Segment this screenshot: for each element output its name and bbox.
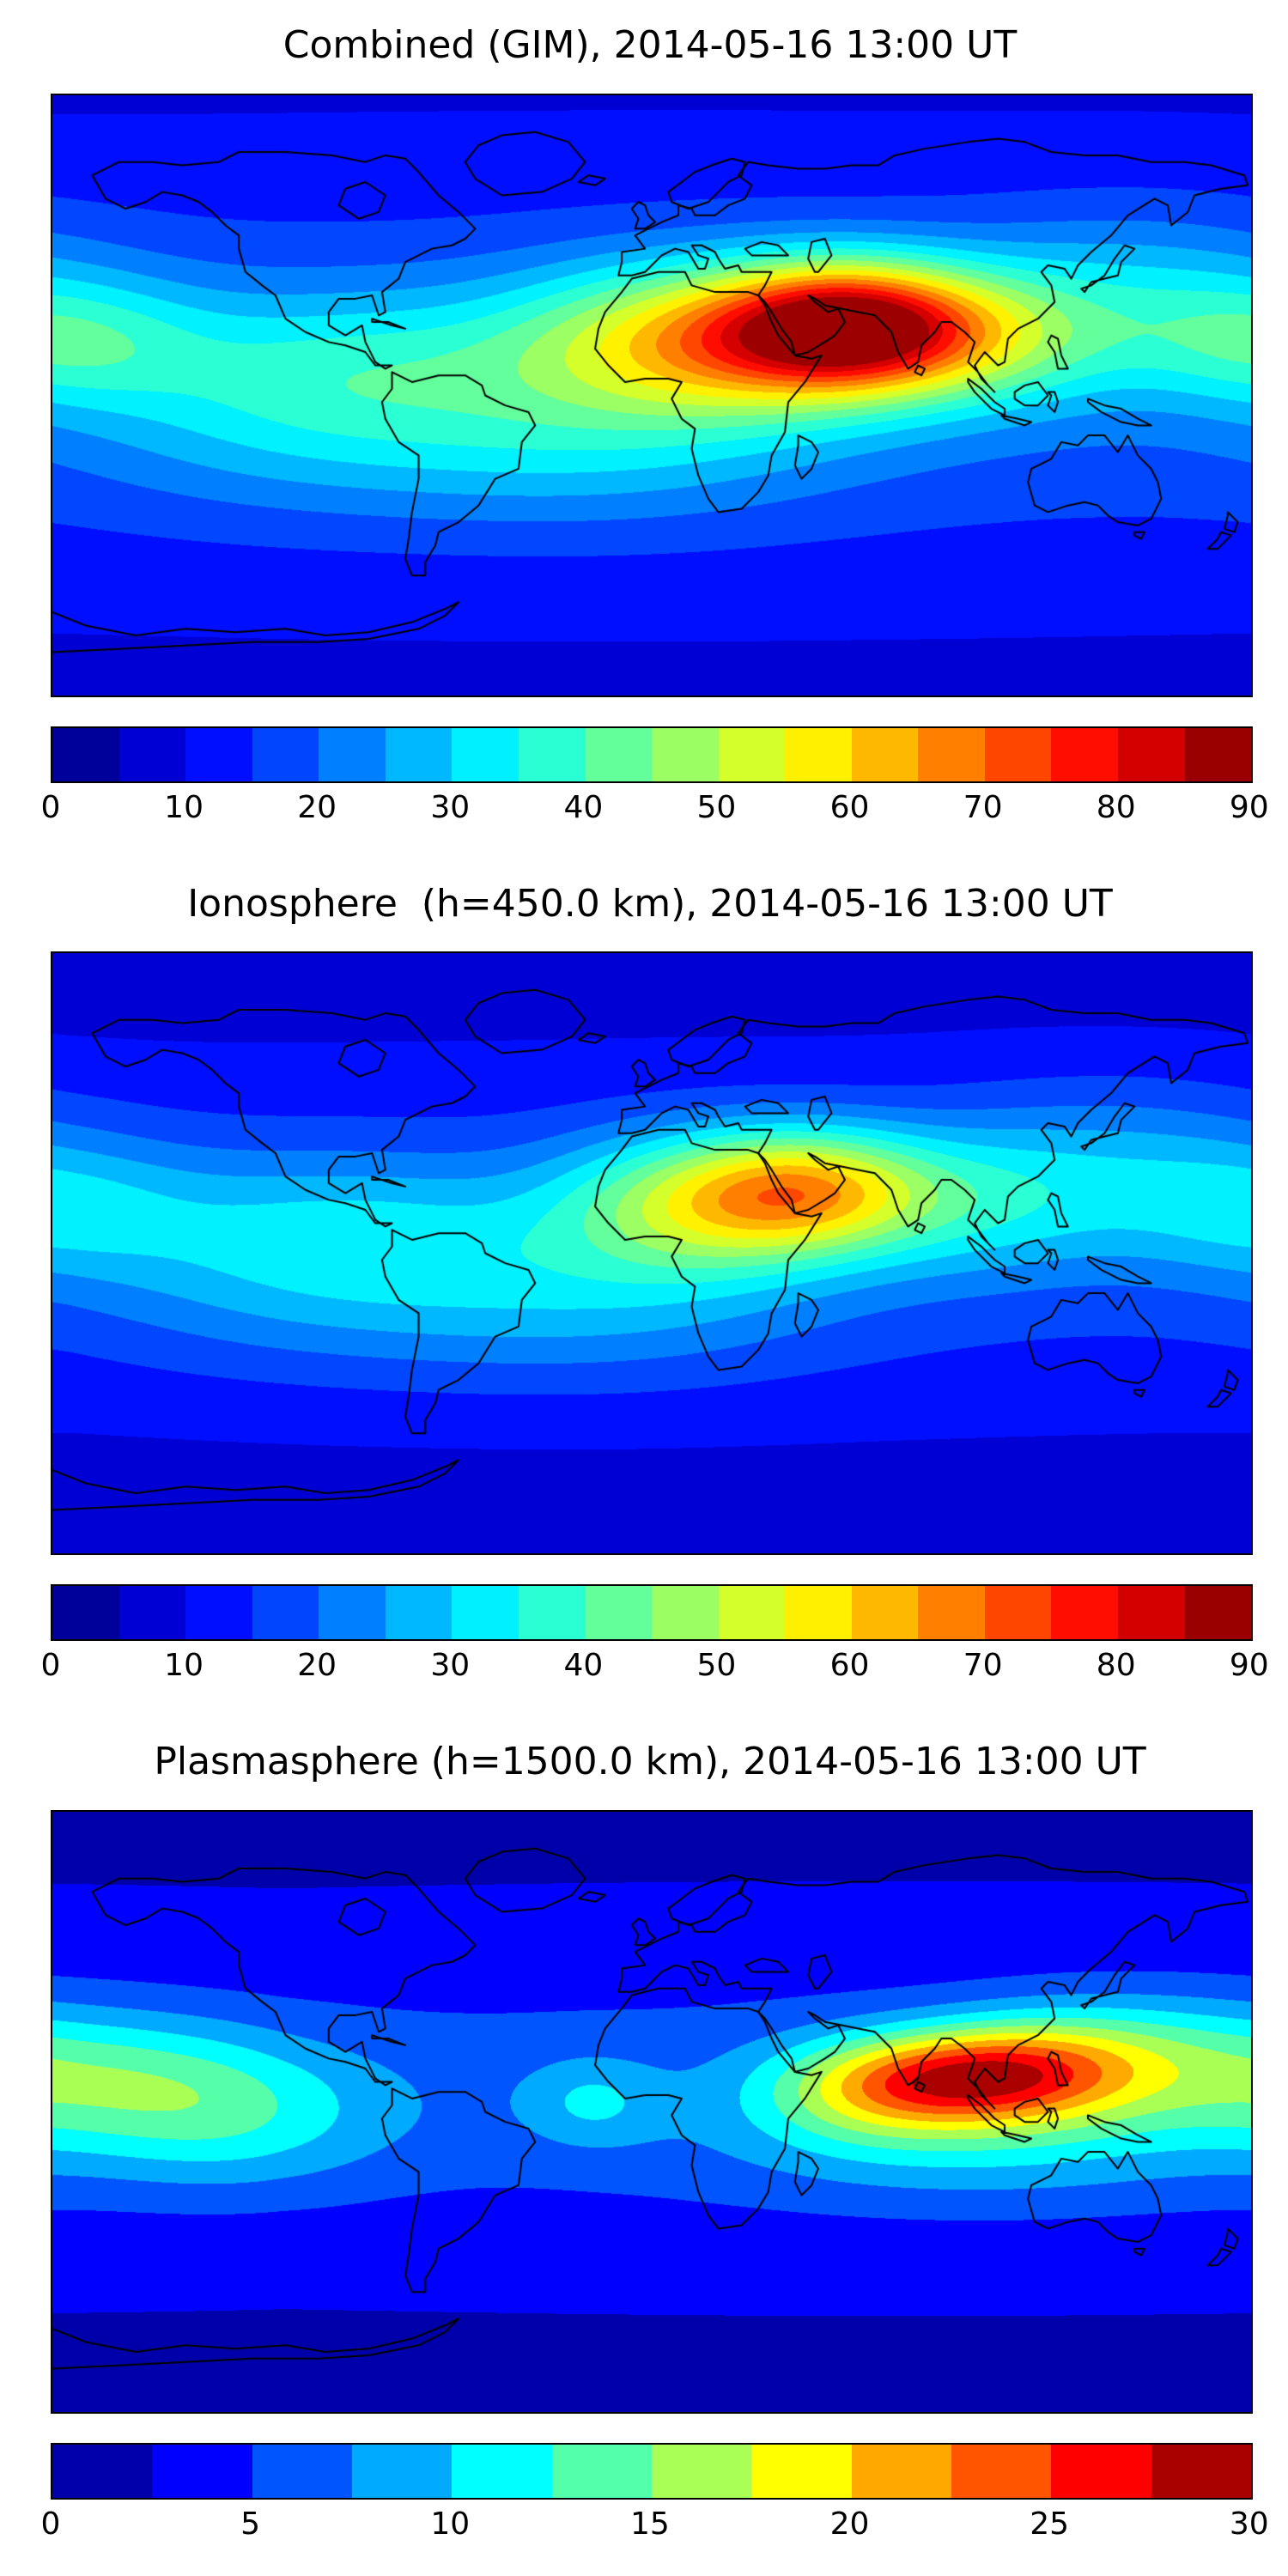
- colorbar-ticks-combined: 0 10 20 30 40 50 60 70 80 90: [41, 789, 1269, 833]
- colorbar-segment: [1184, 1586, 1252, 1640]
- colorbar-tick-label: 70: [963, 1648, 1003, 1684]
- colorbar-segment: [585, 1586, 653, 1640]
- colorbar-segment: [1118, 727, 1185, 781]
- colorbar-tick-label: 0: [40, 2506, 61, 2542]
- colorbar-tick-label: 90: [1229, 1648, 1269, 1684]
- colorbar-segment: [52, 1586, 119, 1640]
- colorbar-segment: [585, 727, 653, 781]
- colorbar-segment: [452, 1586, 519, 1640]
- map-frame-plasmasphere: [51, 1809, 1253, 2414]
- colorbar-ticks-ionosphere: 0 10 20 30 40 50 60 70 80 90: [41, 1648, 1269, 1691]
- colorbar-tick-label: 30: [430, 1648, 471, 1684]
- colorbar-tick-label: 80: [1096, 1648, 1136, 1684]
- colorbar-segment: [785, 727, 852, 781]
- colorbar-segment: [551, 2444, 652, 2498]
- panel-combined: Combined (GIM), 2014-05-16 13:00 UT 0 10 2…: [0, 23, 1288, 833]
- colorbar-segment: [252, 727, 319, 781]
- colorbar-segment: [1184, 727, 1252, 781]
- colorbar-segment: [984, 1586, 1052, 1640]
- colorbar-segment: [452, 727, 519, 781]
- colorbar-segment: [1051, 727, 1118, 781]
- colorbar-segment: [1051, 1586, 1118, 1640]
- colorbar-segment: [851, 2444, 951, 2498]
- panel-title-ionosphere: Ionosphere (h=450.0 km), 2014-05-16 13:0…: [187, 881, 1113, 926]
- colorbar-segment: [851, 727, 919, 781]
- colorbar-segment: [252, 1586, 319, 1640]
- colorbar-tick-label: 30: [1229, 2506, 1269, 2542]
- colorbar-tick-label: 60: [829, 1648, 870, 1684]
- colorbar-segment: [652, 727, 719, 781]
- colorbar-segment: [152, 2444, 252, 2498]
- colorbar-ticks-plasmasphere: 0 5 10 15 20 25 30: [41, 2506, 1269, 2549]
- panel-title-plasmasphere: Plasmasphere (h=1500.0 km), 2014-05-16 1…: [154, 1740, 1146, 1784]
- map-canvas-plasmasphere: [52, 1811, 1251, 2412]
- colorbar-segment: [118, 1586, 186, 1640]
- panel-ionosphere: Ionosphere (h=450.0 km), 2014-05-16 13:0…: [0, 881, 1288, 1692]
- colorbar-tick-label: 80: [1096, 789, 1136, 825]
- colorbar-tick-label: 70: [963, 789, 1003, 825]
- colorbar-tick-label: 40: [563, 789, 604, 825]
- colorbar-tick-label: 40: [563, 1648, 604, 1684]
- colorbar-tick-label: 5: [240, 2506, 261, 2542]
- colorbar-segment: [851, 1586, 919, 1640]
- colorbar-segment: [185, 1586, 252, 1640]
- colorbar-segment: [452, 2444, 552, 2498]
- colorbar-plasmasphere: [51, 2442, 1253, 2500]
- map-canvas-combined: [52, 94, 1251, 696]
- panel-plasmasphere: Plasmasphere (h=1500.0 km), 2014-05-16 1…: [0, 1741, 1288, 2549]
- colorbar-tick-label: 20: [297, 789, 337, 825]
- panel-title-combined: Combined (GIM), 2014-05-16 13:00 UT: [283, 23, 1018, 67]
- map-frame-ionosphere: [51, 951, 1253, 1556]
- colorbar-segment: [718, 1586, 786, 1640]
- colorbar-tick-label: 90: [1229, 789, 1269, 825]
- colorbar-segment: [1118, 1586, 1185, 1640]
- colorbar-segment: [951, 2444, 1052, 2498]
- colorbar-segment: [718, 727, 786, 781]
- colorbar-tick-label: 60: [829, 789, 870, 825]
- colorbar-tick-label: 25: [1030, 2506, 1070, 2542]
- colorbar-segment: [385, 1586, 453, 1640]
- colorbar-segment: [518, 1586, 586, 1640]
- colorbar-tick-label: 0: [40, 789, 61, 825]
- colorbar-tick-label: 10: [430, 2506, 471, 2542]
- colorbar-combined: [51, 726, 1253, 783]
- colorbar-segment: [319, 727, 386, 781]
- colorbar-segment: [252, 2444, 352, 2498]
- colorbar-tick-label: 30: [430, 789, 471, 825]
- colorbar-segment: [984, 727, 1052, 781]
- colorbar-segment: [185, 727, 252, 781]
- colorbar-segment: [52, 2444, 153, 2498]
- colorbar-segment: [385, 727, 453, 781]
- colorbar-segment: [118, 727, 186, 781]
- colorbar-segment: [1151, 2444, 1251, 2498]
- colorbar-segment: [651, 2444, 752, 2498]
- colorbar-segment: [1051, 2444, 1151, 2498]
- colorbar-ionosphere: [51, 1584, 1253, 1642]
- colorbar-segment: [652, 1586, 719, 1640]
- colorbar-tick-label: 50: [696, 1648, 737, 1684]
- colorbar-segment: [518, 727, 586, 781]
- colorbar-tick-label: 0: [40, 1648, 61, 1684]
- colorbar-tick-label: 15: [629, 2506, 670, 2542]
- colorbar-tick-label: 50: [696, 789, 737, 825]
- colorbar-segment: [918, 1586, 985, 1640]
- colorbar-segment: [52, 727, 119, 781]
- colorbar-tick-label: 20: [829, 2506, 870, 2542]
- colorbar-tick-label: 20: [297, 1648, 337, 1684]
- colorbar-segment: [751, 2444, 852, 2498]
- map-canvas-ionosphere: [52, 953, 1251, 1554]
- colorbar-segment: [918, 727, 985, 781]
- colorbar-segment: [351, 2444, 453, 2498]
- colorbar-tick-label: 10: [164, 789, 204, 825]
- colorbar-segment: [785, 1586, 852, 1640]
- colorbar-segment: [319, 1586, 386, 1640]
- colorbar-tick-label: 10: [164, 1648, 204, 1684]
- map-frame-combined: [51, 93, 1253, 697]
